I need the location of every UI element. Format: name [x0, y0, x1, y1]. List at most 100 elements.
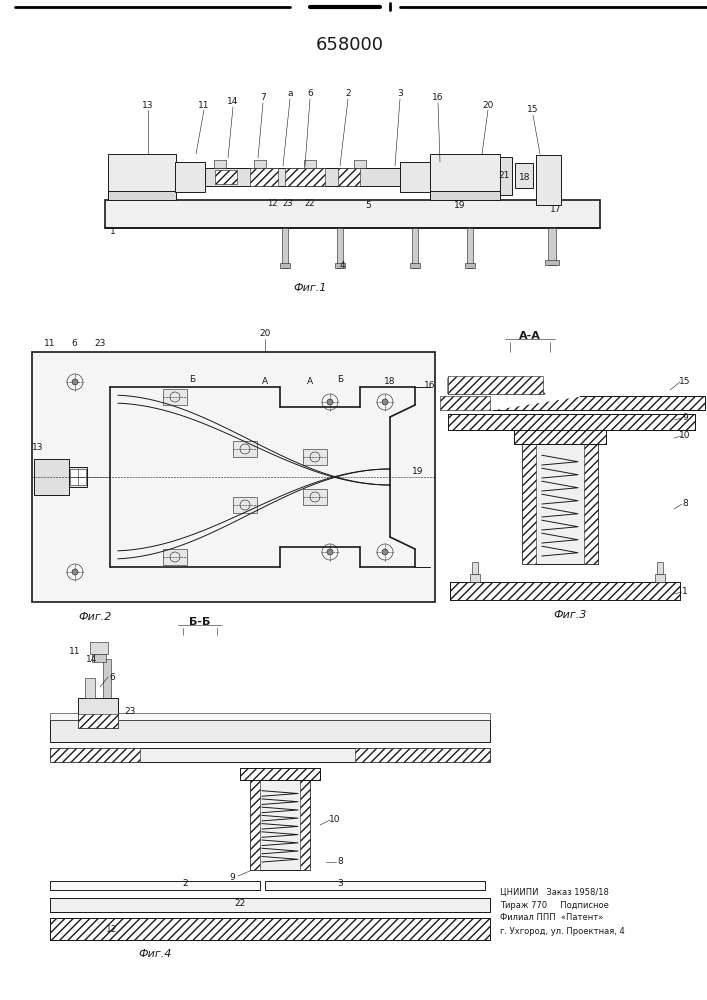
Circle shape — [327, 549, 333, 555]
Bar — [522, 444, 536, 564]
Text: 20: 20 — [482, 101, 493, 109]
Circle shape — [72, 379, 78, 385]
Text: Фиг.1: Фиг.1 — [293, 283, 327, 293]
Text: Фиг.2: Фиг.2 — [78, 612, 112, 622]
Text: 12: 12 — [106, 926, 117, 934]
Bar — [536, 155, 561, 205]
Bar — [50, 918, 490, 940]
Bar — [338, 168, 360, 186]
Bar — [465, 263, 475, 268]
Text: 3: 3 — [337, 879, 343, 888]
Bar — [70, 469, 86, 485]
Text: 1: 1 — [682, 587, 688, 596]
Bar — [514, 430, 606, 444]
Bar — [303, 489, 327, 505]
Bar — [655, 574, 665, 582]
Text: 19: 19 — [455, 200, 466, 210]
Text: 21: 21 — [498, 170, 510, 180]
Text: Б: Б — [337, 374, 343, 383]
Bar — [430, 154, 500, 200]
Bar — [354, 160, 366, 168]
Text: ЦНИИПИ   Заказ 1958/18: ЦНИИПИ Заказ 1958/18 — [500, 888, 609, 896]
Text: 7: 7 — [260, 94, 266, 103]
Text: 14: 14 — [86, 656, 98, 664]
Text: Фиг.3: Фиг.3 — [554, 610, 587, 620]
Text: А: А — [262, 377, 268, 386]
Text: a: a — [287, 90, 293, 99]
Bar — [108, 154, 176, 200]
Text: 9: 9 — [229, 874, 235, 882]
Bar — [355, 748, 490, 762]
Text: 16: 16 — [432, 94, 444, 103]
Bar — [467, 228, 473, 268]
Bar — [90, 642, 108, 654]
Bar — [250, 780, 260, 870]
Bar — [450, 582, 680, 600]
Text: 5: 5 — [365, 200, 371, 210]
Text: 13: 13 — [142, 101, 153, 109]
Bar — [335, 263, 345, 268]
Bar — [584, 444, 598, 564]
Polygon shape — [448, 378, 545, 394]
Circle shape — [382, 399, 388, 405]
Bar — [440, 396, 705, 410]
Text: 11: 11 — [45, 340, 56, 349]
Bar — [34, 459, 69, 495]
Bar — [430, 191, 500, 200]
Text: Фиг.4: Фиг.4 — [139, 949, 172, 959]
Bar — [265, 881, 485, 890]
Text: 19: 19 — [412, 468, 423, 477]
Text: А: А — [307, 377, 313, 386]
Text: 20: 20 — [259, 330, 271, 338]
Bar — [92, 654, 106, 662]
Bar — [205, 168, 400, 186]
Text: 8: 8 — [682, 499, 688, 508]
Bar — [450, 582, 680, 600]
Bar — [69, 467, 87, 487]
Text: А-А: А-А — [519, 331, 541, 341]
Text: 11: 11 — [69, 648, 81, 656]
Text: 6: 6 — [109, 672, 115, 682]
Bar — [250, 780, 310, 870]
Text: 23: 23 — [124, 708, 136, 716]
Bar — [657, 562, 663, 574]
Circle shape — [72, 569, 78, 575]
Bar — [214, 160, 226, 168]
Text: Б-Б: Б-Б — [189, 617, 211, 627]
Bar — [50, 720, 490, 742]
Bar — [448, 414, 695, 430]
Text: 18: 18 — [384, 377, 396, 386]
Bar — [304, 160, 316, 168]
Text: 11: 11 — [198, 101, 210, 109]
Bar — [50, 748, 490, 762]
Bar — [50, 918, 490, 940]
Bar — [514, 430, 606, 444]
Bar — [50, 898, 490, 912]
Bar — [300, 780, 310, 870]
Text: 4: 4 — [339, 260, 345, 269]
Bar — [515, 163, 533, 188]
Text: Филиал ППП  «Патент»: Филиал ППП «Патент» — [500, 914, 603, 922]
Circle shape — [382, 549, 388, 555]
Bar — [233, 441, 257, 457]
Text: Б: Б — [189, 374, 195, 383]
Bar — [548, 228, 556, 265]
Text: 22: 22 — [235, 900, 245, 908]
Text: 13: 13 — [33, 442, 44, 452]
Bar — [32, 352, 435, 602]
Bar — [163, 389, 187, 405]
Bar — [240, 768, 320, 780]
Bar — [280, 263, 290, 268]
Bar — [410, 263, 420, 268]
Bar — [240, 768, 320, 780]
Bar — [108, 191, 176, 200]
Bar — [470, 574, 480, 582]
Bar — [78, 714, 118, 728]
Bar — [400, 162, 430, 192]
Bar — [448, 376, 543, 394]
Text: 22: 22 — [305, 198, 315, 208]
Bar — [250, 168, 278, 186]
Bar — [105, 200, 600, 228]
Text: 10: 10 — [329, 816, 341, 824]
Text: 15: 15 — [527, 105, 539, 114]
